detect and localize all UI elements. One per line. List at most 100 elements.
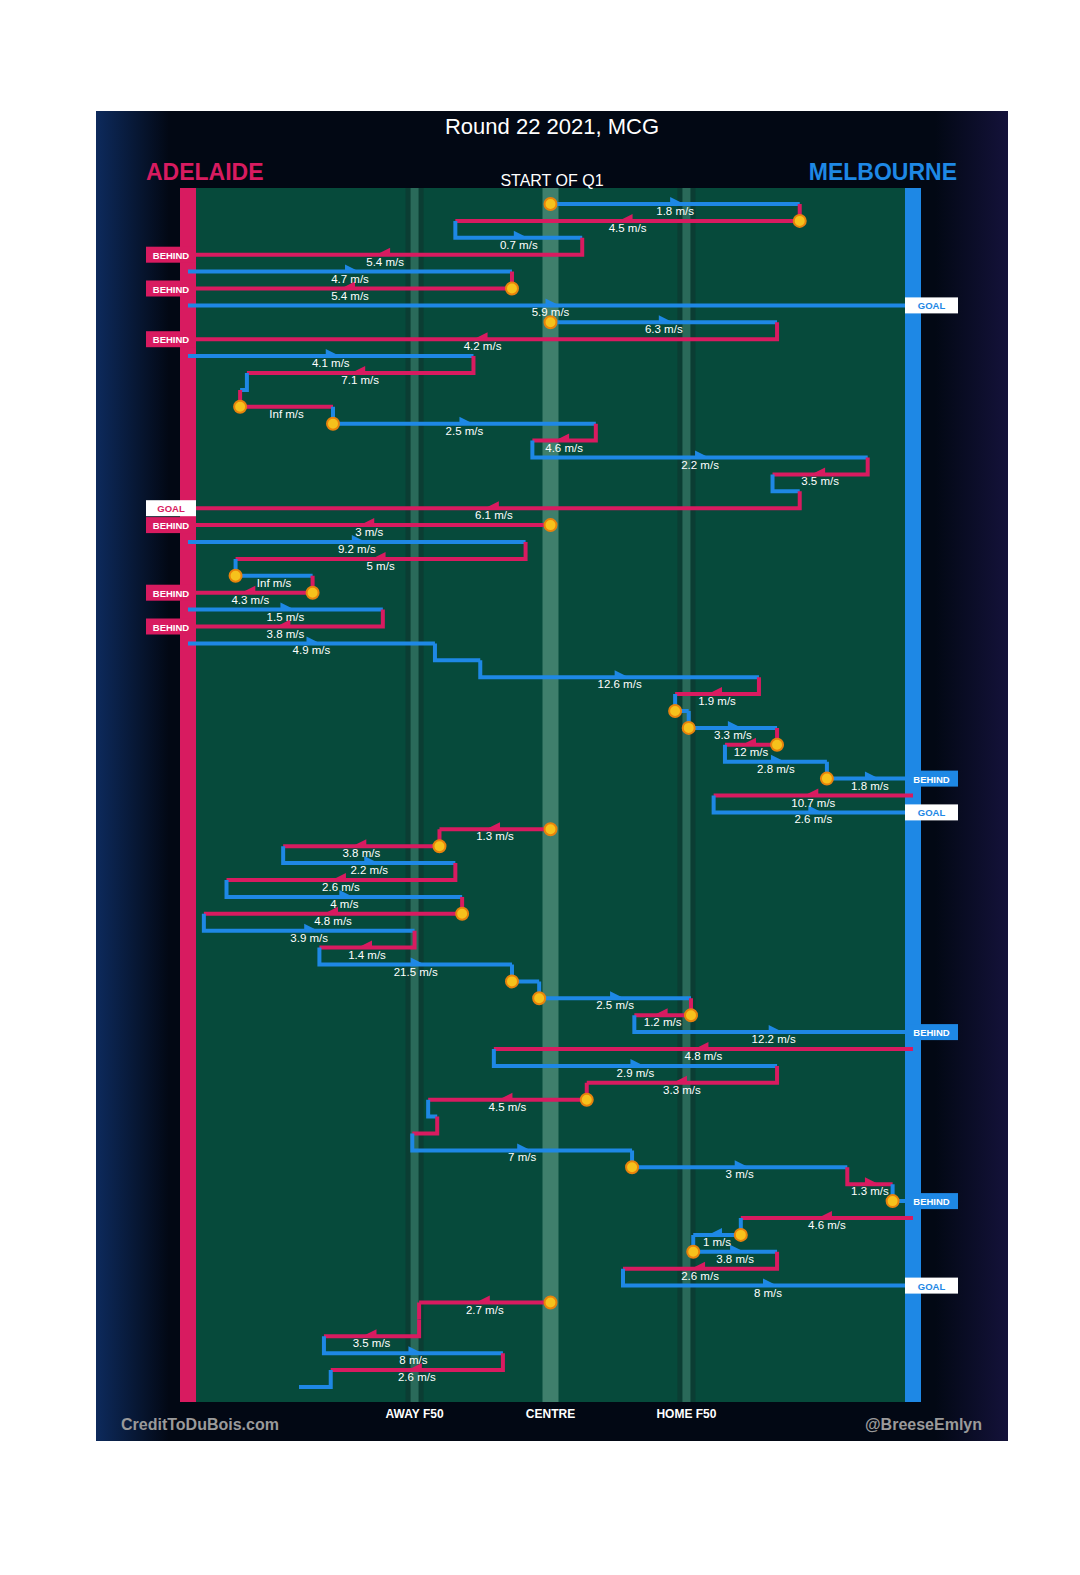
chain-segment [236,559,313,576]
speed-label: 3.8 m/s [267,628,305,640]
direction-arrow [360,941,372,947]
direction-arrow [615,670,627,676]
chain-segment [204,914,415,931]
direction-arrow [546,298,558,304]
direction-arrow [365,1329,377,1335]
chain-segment [227,863,456,880]
stoppage-marker [230,570,242,582]
chain-segment [247,356,474,373]
speed-label: 3.8 m/s [342,847,380,859]
direction-arrow [865,1177,877,1183]
credit: CreditToDuBois.com [121,1416,279,1433]
direction-arrow [280,603,292,609]
chain-segment [240,373,247,390]
direction-arrow [656,1008,668,1014]
chain-segment [299,1370,331,1387]
direction-arrow [378,248,390,254]
direction-arrow [735,1160,747,1166]
result-label: BEHIND [153,588,190,599]
chain-segment [428,1100,437,1117]
direction-arrow [695,451,707,457]
direction-arrow [865,772,877,778]
chain-segment [319,931,414,948]
team-right: MELBOURNE [809,159,957,185]
speed-label: 7.1 m/s [341,374,379,386]
direction-arrow [710,687,722,693]
chain-segment [539,981,691,998]
chain-segment [188,491,800,508]
result-label: BEHIND [153,520,190,531]
subtitle: START OF Q1 [500,172,603,189]
speed-label: Inf m/s [269,408,304,420]
result-box [146,331,196,347]
direction-arrow [820,1211,832,1217]
stoppage-marker [506,975,518,987]
result-label: BEHIND [913,1027,950,1038]
direction-arrow [670,197,682,203]
stoppage-marker [735,1229,747,1241]
speed-label: 4.8 m/s [685,1050,723,1062]
chart: AWAY F50CENTREHOME F50Round 22 2021, MCG… [0,0,1080,1575]
speed-label: 2.5 m/s [596,999,634,1011]
stoppage-marker [685,1009,697,1021]
speed-label: 4.3 m/s [231,594,269,606]
speed-label: 3 m/s [726,1168,754,1180]
direction-arrow [813,467,825,473]
speed-label: 4.9 m/s [293,644,331,656]
speed-label: 2.6 m/s [322,881,360,893]
stoppage-marker [545,316,557,328]
speed-label: 1.5 m/s [267,611,305,623]
speed-label: 1.8 m/s [851,780,889,792]
speed-label: 2.9 m/s [617,1067,655,1079]
zone-band [406,188,424,1402]
direction-arrow [693,1262,705,1268]
result-box [905,804,958,820]
result-box [146,619,196,635]
chain-segment [417,1303,421,1320]
chain-segment [587,1066,777,1083]
stoppage-marker [683,722,695,734]
direction-arrow [353,366,365,372]
chain-segment [634,1015,913,1032]
chain-segment [455,204,799,221]
zone-line [411,188,419,1402]
chain-segment [428,1083,587,1100]
speed-label: 4.1 m/s [312,357,350,369]
speed-label: 3.8 m/s [716,1253,754,1265]
stoppage-marker [545,519,557,531]
chain-segment [827,762,913,779]
speed-label: 3.9 m/s [290,932,328,944]
stoppage-marker [821,773,833,785]
result-box [146,500,196,516]
speed-label: 2.2 m/s [350,864,388,876]
speed-label: 4.2 m/s [464,340,502,352]
chain-segment [532,441,867,458]
chain-segment [773,474,800,491]
result-label: GOAL [918,300,946,311]
direction-arrow [659,315,671,321]
speed-label: 4.6 m/s [545,442,583,454]
speed-label: 1.8 m/s [656,205,694,217]
result-label: GOAL [918,1281,946,1292]
chain-segment [412,1134,632,1151]
stoppage-marker [307,587,319,599]
direction-arrow [478,1296,490,1302]
stoppage-marker [545,198,557,210]
result-box [905,1193,958,1209]
direction-arrow [610,991,622,997]
chain-segment [283,846,455,863]
chain-segment [324,1336,503,1353]
result-box [905,771,958,787]
result-label: BEHIND [913,1196,950,1207]
chain-segment [714,796,913,813]
speed-label: 4 m/s [330,898,358,910]
speed-label: 2.6 m/s [794,813,832,825]
speed-label: 1.4 m/s [348,949,386,961]
stoppage-marker [327,418,339,430]
speed-label: 1 m/s [703,1236,731,1248]
result-box [905,1278,958,1294]
chain-segment [333,407,596,424]
team-left: ADELAIDE [146,159,264,185]
direction-arrow [306,636,318,642]
direction-arrow [517,1143,529,1149]
